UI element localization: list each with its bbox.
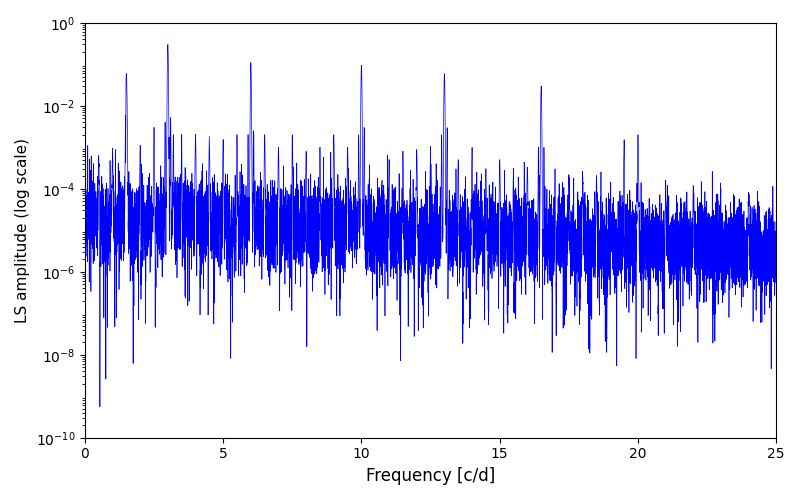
X-axis label: Frequency [c/d]: Frequency [c/d] (366, 467, 495, 485)
Y-axis label: LS amplitude (log scale): LS amplitude (log scale) (15, 138, 30, 323)
